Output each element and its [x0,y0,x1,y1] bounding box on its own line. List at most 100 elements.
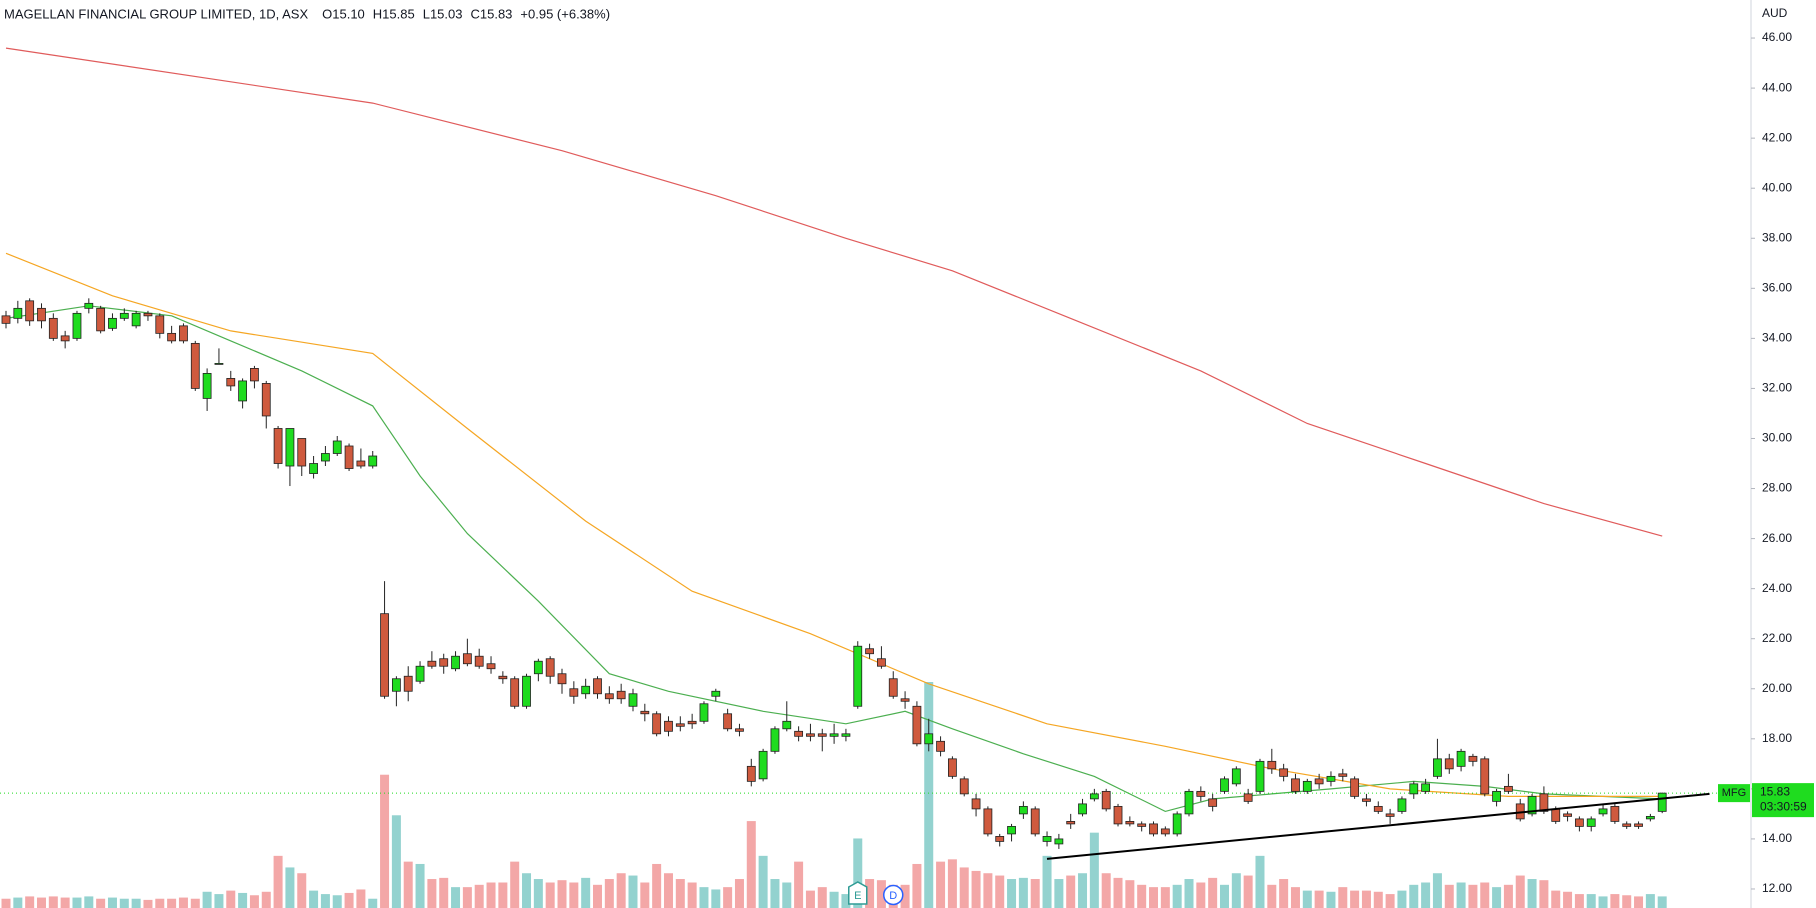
volume-bar [1184,879,1194,908]
candle-body [439,658,449,667]
candle-body [380,613,389,697]
volume-bar [1610,894,1620,908]
y-tick-label: 40.00 [1762,180,1792,194]
volume-bar [261,891,271,908]
y-tick-label: 20.00 [1762,681,1792,695]
volume-bar [983,873,993,908]
candle-body [84,302,94,309]
legend-close: C15.83 [470,6,512,21]
volume-bar [332,895,342,908]
candle-body [936,740,945,752]
candle-body [1634,823,1643,827]
candle-body [888,678,898,697]
candle-body [297,438,307,467]
candle-body [711,690,721,697]
volume-bar [285,867,295,908]
volume-bar [1421,882,1431,908]
volume-bar [155,898,165,908]
candle-body [1421,783,1430,792]
volume-bar [1149,887,1159,908]
candle-body [108,317,117,329]
candle-body [581,685,591,695]
volume-bar [1385,894,1395,908]
candle-body [1267,760,1277,770]
candle-body [1220,778,1229,792]
candle-body [593,678,602,695]
volume-bar [817,887,827,908]
candle-body [817,733,827,737]
volume-bar [853,838,863,908]
volume-bar [805,890,815,908]
volume-bar [1361,890,1371,908]
volume-bar [143,899,153,908]
candle-body [900,698,910,702]
candle-body [853,645,863,707]
volume-bar [1409,884,1419,908]
candle-body [1149,823,1158,835]
candle-body [261,383,271,417]
volume-bar [746,821,756,908]
candle-body [522,675,531,707]
candle-body [309,463,318,474]
volume-bar [865,879,875,908]
candle-body [214,363,224,365]
volume-bar [25,896,35,908]
candle-body [723,713,733,730]
candle-body [912,705,922,745]
candle-body [1255,760,1265,792]
candle-body [948,758,957,777]
volume-bar [711,889,721,908]
volume-bar [1018,877,1028,908]
candle-body [1030,808,1040,835]
volume-bar [498,882,508,908]
volume-bar [1598,896,1608,908]
volume-bar [1160,887,1170,908]
candle-body [368,455,378,467]
volume-bar [545,882,555,908]
candle-body [321,453,330,462]
candle-body [60,335,70,342]
y-tick-label: 26.00 [1762,531,1792,545]
volume-bar [486,882,496,908]
volume-bar [687,882,697,908]
candle-body [758,750,768,780]
price-box [1752,783,1814,818]
legend-change: +0.95 (+6.38%) [520,6,610,21]
volume-bar [1219,884,1229,908]
volume-bar [1267,884,1277,908]
volume-bar [474,884,484,908]
candle-body [1279,768,1289,777]
volume-bar [1350,890,1360,908]
candle-body [1433,758,1442,777]
candle-body [1302,780,1312,792]
candle-body [285,428,295,467]
legend-low: L15.03 [423,6,463,21]
candle-body [746,765,756,782]
candle-body [226,378,236,387]
volume-bar [297,873,307,908]
candle-body [1137,823,1147,827]
candle-body [474,655,484,667]
volume-bar [1586,894,1596,908]
volume-bar [900,884,910,908]
candle-body [1291,778,1300,792]
candle-body [1551,808,1561,822]
volume-bar [616,873,626,908]
volume-bar [368,898,378,908]
y-tick-label: 46.00 [1762,30,1792,44]
candle-body [131,312,141,327]
volume-bar [841,894,851,908]
volume-bar [462,887,472,908]
candle-body [1042,836,1052,842]
axis-unit: AUD [1762,6,1788,20]
volume-bar [439,877,449,908]
volume-bar [344,892,354,908]
symbol-label: MFG [1722,787,1746,799]
candle-body [1504,785,1513,792]
candle-body [1125,821,1135,825]
volume-bar [628,875,638,908]
candle-body [1622,823,1632,827]
volume-bar [569,882,579,908]
